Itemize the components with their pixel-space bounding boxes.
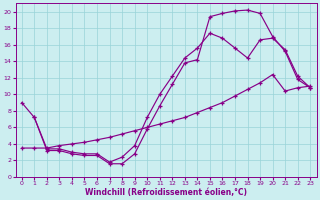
X-axis label: Windchill (Refroidissement éolien,°C): Windchill (Refroidissement éolien,°C) — [85, 188, 247, 197]
